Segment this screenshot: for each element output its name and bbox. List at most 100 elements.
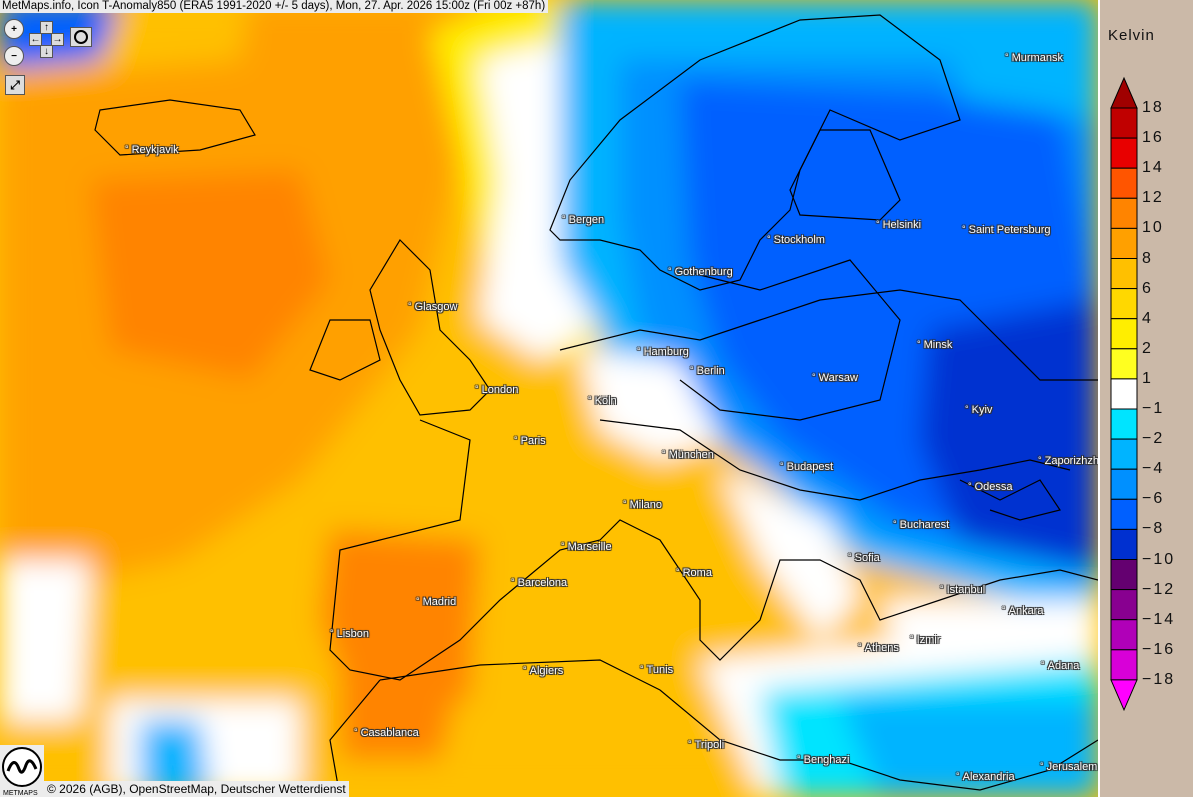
legend-tick-label: 18 xyxy=(1142,99,1164,116)
city-name: London xyxy=(481,384,519,396)
city-label: ° München xyxy=(662,449,714,461)
legend-swatch xyxy=(1110,589,1138,621)
legend-swatch xyxy=(1110,649,1138,681)
city-label: ° Odessa xyxy=(968,481,1013,493)
city-dot-icon: ° xyxy=(330,628,334,638)
city-dot-icon: ° xyxy=(965,404,969,414)
city-label: ° Saint Petersburg xyxy=(962,224,1051,236)
legend-swatch xyxy=(1110,408,1138,440)
city-dot-icon: ° xyxy=(910,634,914,644)
city-dot-icon: ° xyxy=(767,234,771,244)
city-name: Madrid xyxy=(422,596,457,608)
city-dot-icon: ° xyxy=(797,754,801,764)
city-dot-icon: ° xyxy=(125,144,129,154)
city-label: ° Benghazi xyxy=(797,754,849,766)
legend-swatch xyxy=(1110,348,1138,380)
city-name: Hamburg xyxy=(643,346,689,358)
camera-icon[interactable] xyxy=(70,27,92,47)
city-name: Athens xyxy=(864,642,899,654)
svg-text:METMAPS: METMAPS xyxy=(3,790,38,797)
pan-right-button[interactable]: → xyxy=(51,33,64,46)
city-label: ° Bergen xyxy=(562,214,604,226)
city-label: ° Helsinki xyxy=(876,219,921,231)
metmaps-logo: METMAPS xyxy=(0,745,44,797)
legend-tick-label: 14 xyxy=(1142,159,1164,177)
pan-left-button[interactable]: ← xyxy=(29,33,42,46)
weather-map[interactable]: MetMaps.info, Icon T-Anomaly850 (ERA5 19… xyxy=(0,0,1098,797)
city-dot-icon: ° xyxy=(1038,455,1042,465)
city-label: ° Roma xyxy=(676,567,712,579)
city-name: Gothenburg xyxy=(674,266,733,278)
city-dot-icon: ° xyxy=(640,664,644,674)
city-dot-icon: ° xyxy=(561,541,565,551)
city-name: Alexandria xyxy=(962,771,1015,783)
city-label: ° Madrid xyxy=(416,596,456,608)
city-name: Helsinki xyxy=(882,219,922,231)
city-name: Barcelona xyxy=(517,577,568,589)
city-name: Reykjavik xyxy=(131,144,179,156)
city-dot-icon: ° xyxy=(956,771,960,781)
city-label: ° Stockholm xyxy=(767,234,825,246)
legend-tick-label: −1 xyxy=(1142,400,1165,417)
legend-swatch xyxy=(1110,197,1138,229)
city-label: ° Adana xyxy=(1041,660,1079,672)
city-dot-icon: ° xyxy=(962,224,966,234)
city-dot-icon: ° xyxy=(511,577,515,587)
city-name: Casablanca xyxy=(360,727,419,739)
city-label: ° Glasgow xyxy=(408,301,457,313)
city-label: ° Murmansk xyxy=(1005,52,1063,64)
city-label: ° Köln xyxy=(588,395,617,407)
pan-up-button[interactable]: ↑ xyxy=(40,21,53,34)
city-dot-icon: ° xyxy=(514,435,518,445)
legend-swatch xyxy=(1110,528,1138,561)
city-dot-icon: ° xyxy=(1005,52,1009,62)
fullscreen-icon[interactable]: ⤢ xyxy=(5,75,25,95)
city-dot-icon: ° xyxy=(690,365,694,375)
legend-tick-label: 6 xyxy=(1142,279,1153,297)
city-name: Glasgow xyxy=(414,301,458,313)
legend-tick-label: −8 xyxy=(1142,520,1165,538)
zoom-out-icon[interactable]: − xyxy=(4,46,24,66)
city-dot-icon: ° xyxy=(562,214,566,224)
city-name: Ankara xyxy=(1008,605,1044,617)
city-dot-icon: ° xyxy=(688,739,692,749)
city-dot-icon: ° xyxy=(623,499,627,509)
city-label: ° Lisbon xyxy=(330,628,369,640)
legend-tick-label: −12 xyxy=(1142,580,1176,598)
legend-over-triangle xyxy=(1110,76,1138,109)
city-name: Bucharest xyxy=(899,519,950,531)
city-dot-icon: ° xyxy=(354,727,358,737)
city-name: München xyxy=(668,449,714,461)
city-name: Izmir xyxy=(916,634,941,646)
city-name: Berlin xyxy=(696,365,725,377)
city-label: ° Tunis xyxy=(640,664,673,676)
city-dot-icon: ° xyxy=(780,461,784,471)
city-dot-icon: ° xyxy=(893,519,897,529)
pan-down-button[interactable]: ↓ xyxy=(40,45,53,58)
legend-unit: Kelvin xyxy=(1108,27,1155,44)
legend-tick-label: −18 xyxy=(1142,670,1176,688)
city-name: Benghazi xyxy=(803,754,850,766)
city-dot-icon: ° xyxy=(668,266,672,276)
city-dot-icon: ° xyxy=(812,372,816,382)
copyright-text: © 2026 (AGB), OpenStreetMap, Deutscher W… xyxy=(44,781,349,797)
city-name: Minsk xyxy=(923,339,953,351)
legend-tick-label: 4 xyxy=(1142,309,1153,327)
city-name: Algiers xyxy=(529,665,564,677)
legend-swatch xyxy=(1110,619,1138,651)
city-label: ° Hamburg xyxy=(637,346,689,358)
temperature-anomaly-field xyxy=(0,0,1098,797)
city-dot-icon: ° xyxy=(408,301,412,311)
city-dot-icon: ° xyxy=(1002,605,1006,615)
city-dot-icon: ° xyxy=(917,339,921,349)
legend-swatch xyxy=(1110,288,1138,320)
city-name: Budapest xyxy=(786,461,834,473)
legend-tick-label: 1 xyxy=(1142,369,1153,387)
city-label: ° Athens xyxy=(858,642,899,654)
zoom-in-icon[interactable]: + xyxy=(4,19,24,39)
legend-tick-label: −14 xyxy=(1142,610,1176,628)
legend-tick-label: 2 xyxy=(1142,339,1153,357)
city-label: ° Milano xyxy=(623,499,662,511)
city-name: Stockholm xyxy=(773,234,825,246)
city-label: ° Sofia xyxy=(848,552,880,564)
